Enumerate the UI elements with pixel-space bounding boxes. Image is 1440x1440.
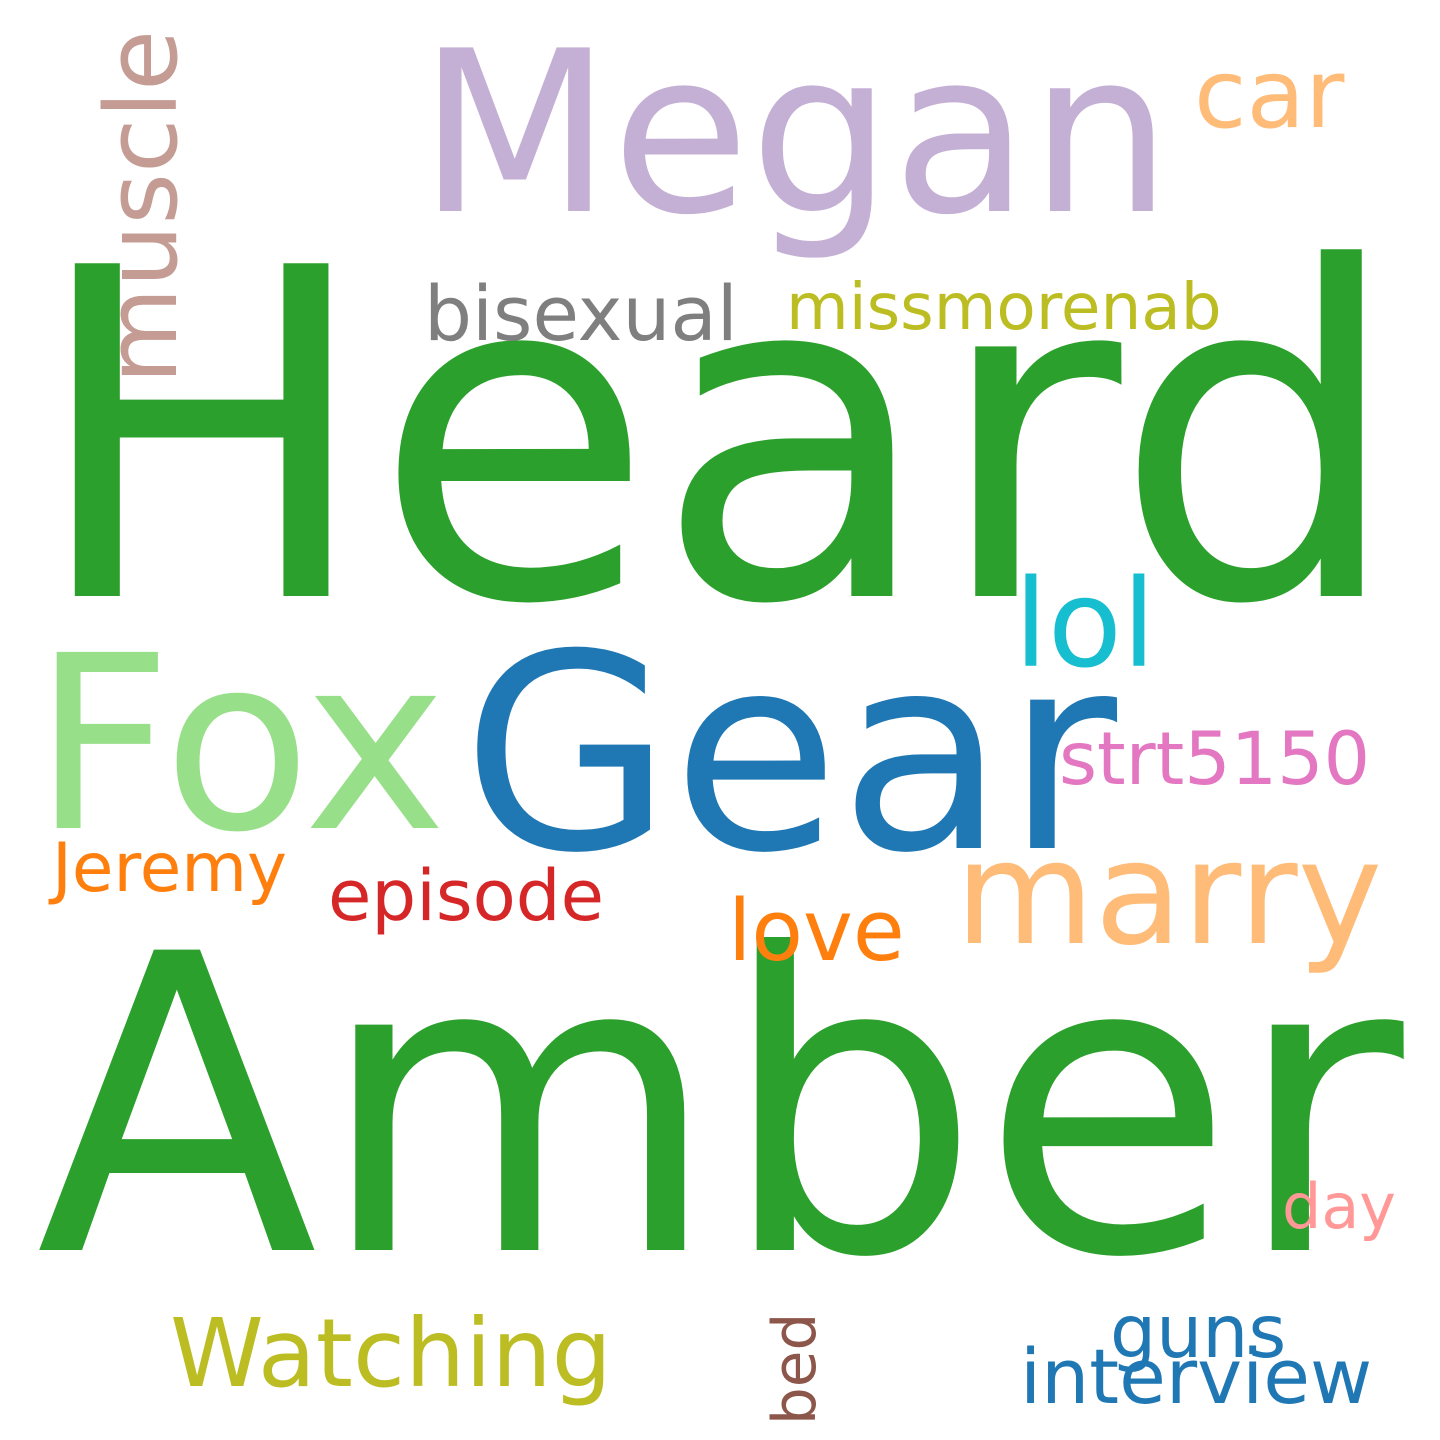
word-car: car — [1194, 47, 1344, 143]
word-interview: interview — [1020, 1339, 1372, 1415]
word-megan: Megan — [418, 22, 1172, 246]
word-episode: episode — [328, 861, 604, 932]
word-bed: bed — [766, 1313, 826, 1425]
word-marry: marry — [955, 822, 1382, 965]
word-muscle: muscle — [93, 30, 192, 384]
word-strt5150: strt5150 — [1059, 723, 1370, 796]
word-day: day — [1282, 1176, 1396, 1238]
word-watching: Watching — [170, 1307, 612, 1402]
word-bisexual: bisexual — [424, 277, 738, 353]
word-love: love — [728, 889, 905, 973]
word-jeremy: Jeremy — [52, 834, 287, 902]
word-missmorenab: missmorenab — [786, 276, 1222, 340]
word-lol: lol — [1014, 564, 1156, 685]
